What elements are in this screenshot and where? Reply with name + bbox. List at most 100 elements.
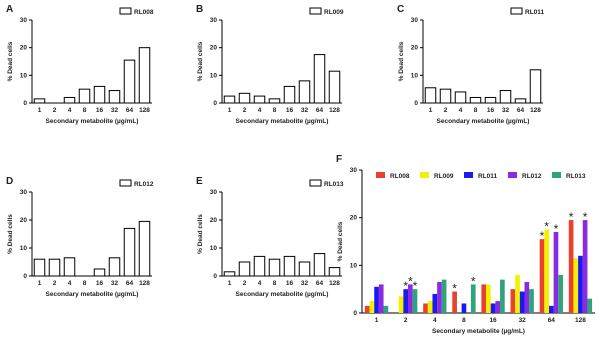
y-tick-label: 20 [210,45,218,52]
bar [500,279,505,313]
bar [514,98,527,104]
x-tick-label: 64 [548,317,556,324]
x-tick-label: 128 [575,317,586,324]
bar [108,90,121,104]
y-axis-label: % Dead cells [7,41,14,81]
legend-label: RL013 [566,173,586,180]
y-tick-label: 0 [23,273,27,280]
bar [587,298,593,313]
bar [298,80,311,104]
bar [328,267,341,277]
x-tick-label: 2 [243,107,247,114]
x-tick-label: 8 [83,107,87,114]
x-tick-label: 128 [329,280,340,287]
bar [490,303,496,313]
legend-label: RL013 [324,181,344,188]
bar [524,282,530,313]
y-tick-label: 0 [353,310,357,317]
x-tick-label: 2 [404,317,408,324]
y-axis-label: % Dead cells [7,214,14,254]
bar [441,279,447,313]
y-tick-label: 20 [350,215,358,222]
x-tick-label: 4 [68,280,72,287]
significance-mark: * [569,210,574,224]
bar [138,220,151,277]
x-tick-label: 1 [228,107,232,114]
bar [238,261,251,277]
bar [573,258,579,313]
y-tick-label: 10 [350,262,358,269]
panel: C 0 10 20 30 % Dead cells Secondary metabolite… [397,4,545,125]
bar [78,88,91,104]
legend-swatch [309,179,322,187]
x-tick-label: 128 [139,280,150,287]
x-tick-label: 4 [433,317,437,324]
panel: E 0 10 20 30 % Dead cells Secondary metabolite… [196,176,344,298]
panel: D 0 10 20 30 % Dead cells Secondary metabolite… [6,176,154,298]
significance-mark: * [583,210,588,224]
y-tick-label: 0 [23,100,27,107]
legend-label: RL008 [134,9,154,16]
significance-mark: * [403,279,408,293]
legend-swatch [119,7,132,15]
bar [313,54,326,104]
bar [548,305,554,313]
bar [412,289,418,313]
y-tick-label: 20 [411,45,419,52]
significance-mark: * [413,279,418,293]
y-tick-label: 0 [213,100,217,107]
x-tick-label: 16 [489,317,497,324]
bar [499,90,512,104]
panel-letter: F [336,154,342,165]
bar [63,96,76,104]
legend-swatch [464,172,473,178]
bar [238,92,251,104]
bar [484,96,497,104]
x-tick-label: 32 [111,280,119,287]
legend-label: RL012 [522,173,542,180]
x-axis-label: Secondary metabolite (µg/mL) [432,328,525,335]
x-tick-label: 64 [126,107,134,114]
legend-label: RL012 [134,181,154,188]
panel: F 0 10 20 30 % Dead cells Secondary metabolite… [336,154,595,335]
x-tick-label: 1 [429,107,433,114]
x-tick-label: 128 [530,107,541,114]
y-axis-label: % Dead cells [398,41,405,81]
legend-swatch [552,172,561,178]
bar [298,261,311,277]
bar [486,284,491,313]
x-tick-label: 1 [375,317,379,324]
y-tick-label: 0 [213,273,217,280]
y-axis-label: % Dead cells [197,214,204,254]
bar [253,95,266,104]
bar [452,291,457,313]
bar [439,88,452,104]
x-axis-label: Secondary metabolite (µg/mL) [236,118,329,125]
legend-swatch [376,172,385,178]
bar [313,253,326,277]
legend-swatch [420,172,429,178]
significance-mark: * [540,229,545,243]
x-tick-label: 2 [243,280,247,287]
bar [283,255,296,277]
significance-mark: * [544,220,549,234]
significance-mark: * [471,274,476,288]
bar [427,301,433,313]
bar [519,291,525,313]
y-tick-label: 30 [411,17,419,24]
y-tick-label: 30 [20,17,28,24]
bar [93,268,106,277]
x-tick-label: 128 [329,107,340,114]
bar [578,255,583,313]
x-tick-label: 4 [258,107,262,114]
bar [223,271,236,277]
bar [510,289,516,313]
x-tick-label: 2 [444,107,448,114]
significance-mark: * [452,282,457,296]
x-axis-label: Secondary metabolite (µg/mL) [236,291,329,298]
bar [424,87,437,104]
bar [283,85,296,104]
legend-swatch [309,7,322,15]
bar [544,229,549,313]
